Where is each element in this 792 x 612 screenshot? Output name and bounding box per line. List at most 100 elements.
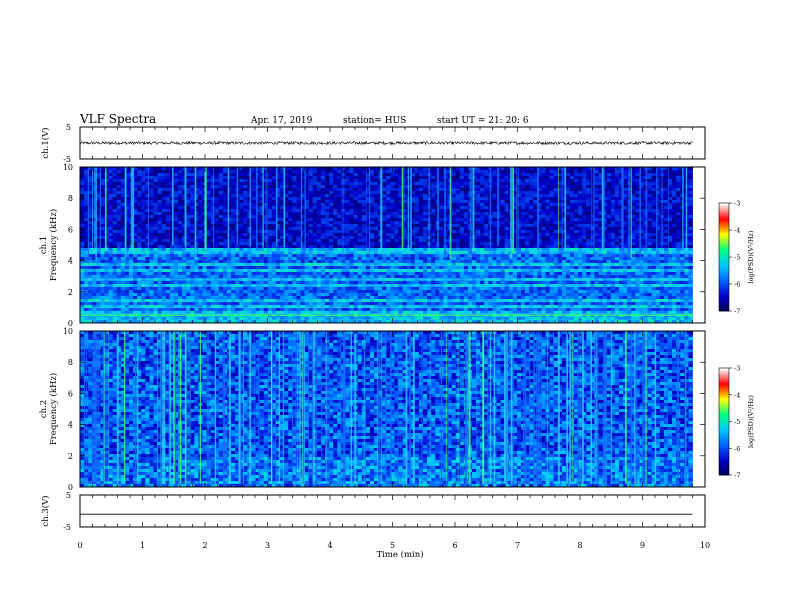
colorbar-segment: [719, 371, 729, 374]
colorbar-segment: [719, 398, 729, 401]
y-tick-label: 5: [66, 123, 71, 132]
colorbar-segment: [719, 240, 729, 243]
y-tick-label: 8: [68, 194, 73, 203]
colorbar-segment: [719, 464, 729, 467]
y-tick-label: 0: [68, 483, 73, 492]
colorbar-segment: [719, 235, 729, 238]
colorbar-tick-label: -7: [734, 308, 740, 316]
colorbar-segment: [719, 444, 729, 447]
y-tick-label: 4: [68, 421, 73, 430]
colorbar-segment: [719, 262, 729, 265]
colorbar-segment: [719, 253, 729, 256]
y-tick-label: 5: [66, 491, 71, 500]
colorbar-tick-label: -3: [734, 365, 740, 373]
colorbar-segment: [719, 269, 729, 272]
y-tick-label: 2: [68, 288, 73, 297]
colorbar-segment: [719, 309, 729, 312]
ch2-colorbar: -3 -4 -5 -6 -7 log(PSD)(V²/Hz): [718, 365, 755, 480]
colorbar-segment: [719, 442, 729, 446]
colorbar-segment: [719, 387, 729, 390]
colorbar-segment: [719, 217, 729, 220]
colorbar-segment: [719, 206, 729, 209]
colorbar-segment: [719, 451, 729, 454]
y-tick-label: 6: [68, 225, 73, 234]
colorbar-segment: [719, 458, 729, 462]
colorbar-tick-label: -5: [734, 254, 740, 262]
colorbar-segment: [719, 273, 729, 276]
colorbar-segment: [719, 230, 729, 233]
y-tick-label: 6: [68, 389, 73, 398]
header-start-time: start UT = 21: 20: 6: [437, 116, 529, 126]
colorbar-segment: [719, 264, 729, 267]
colorbar-segment: [719, 305, 729, 308]
colorbar-segment: [719, 400, 729, 403]
colorbar-segment: [719, 246, 729, 249]
colorbar-segment: [719, 251, 729, 254]
colorbar-segment: [719, 285, 729, 288]
colorbar-segment: [719, 376, 729, 380]
colorbar-segment: [719, 433, 729, 437]
colorbar-segment: [719, 224, 729, 227]
colorbar-segment: [719, 244, 729, 247]
y-tick-label: -5: [63, 523, 71, 532]
colorbar-segment: [719, 382, 729, 385]
colorbar-segment: [719, 410, 729, 413]
colorbar-segment: [719, 284, 729, 287]
colorbar-segment: [719, 293, 729, 296]
x-tick-label: 3: [265, 541, 270, 550]
ch3-waveform-ylabel: ch.3(V): [40, 495, 51, 526]
colorbar-segment: [719, 437, 729, 440]
colorbar-segment: [719, 460, 729, 463]
colorbar-segment: [719, 276, 729, 279]
colorbar-segment: [719, 450, 729, 453]
colorbar-segment: [719, 469, 729, 472]
colorbar-segment: [719, 373, 729, 376]
colorbar-segment: [719, 203, 729, 206]
y-tick-label: 0: [68, 319, 73, 328]
colorbar-segment: [719, 300, 729, 303]
colorbar-segment: [719, 255, 729, 258]
colorbar-segment: [719, 417, 729, 421]
colorbar-segment: [719, 448, 729, 451]
x-tick-label: 0: [77, 541, 82, 550]
colorbar-segment: [719, 282, 729, 285]
x-tick-label: 10: [700, 541, 710, 550]
colorbar-segment: [719, 401, 729, 405]
x-tick-label: 8: [577, 541, 582, 550]
header-station: station= HUS: [343, 116, 406, 126]
colorbar-segment: [719, 421, 729, 424]
colorbar-segment: [719, 441, 729, 444]
colorbar-segment: [719, 239, 729, 242]
y-tick-label: -5: [63, 155, 71, 164]
header-date: Apr. 17, 2019: [250, 116, 313, 126]
colorbar-segment: [719, 267, 729, 270]
colorbar-segment: [719, 471, 729, 474]
colorbar-segment: [719, 392, 729, 396]
colorbar-tick-label: -6: [734, 445, 740, 453]
colorbar-segment: [719, 233, 729, 236]
colorbar-segment: [719, 396, 729, 399]
colorbar-segment: [719, 384, 729, 387]
colorbar-segment: [719, 425, 729, 428]
colorbar-tick-label: -4: [734, 391, 740, 399]
colorbar-segment: [719, 242, 729, 245]
colorbar-segment: [719, 303, 729, 306]
colorbar-segment: [719, 204, 729, 207]
colorbar-segment: [719, 368, 729, 371]
colorbar-segment: [719, 294, 729, 297]
colorbar-tick-label: -6: [734, 281, 740, 289]
colorbar-segment: [719, 403, 729, 406]
colorbar-segment: [719, 237, 729, 240]
colorbar-segment: [719, 298, 729, 301]
colorbar-segment: [719, 380, 729, 383]
colorbar-segment: [719, 391, 729, 394]
figure-title: VLF Spectra: [79, 112, 156, 126]
ch1-waveform-trace: [79, 140, 693, 146]
colorbar-segment: [719, 228, 729, 231]
ch2-spectrogram-cells: [80, 331, 693, 488]
y-tick-label: 10: [63, 327, 73, 336]
ch1-waveform-ylabel: ch.1(V): [40, 127, 51, 158]
y-tick-label: 8: [68, 358, 73, 367]
colorbar-segment: [719, 222, 729, 225]
